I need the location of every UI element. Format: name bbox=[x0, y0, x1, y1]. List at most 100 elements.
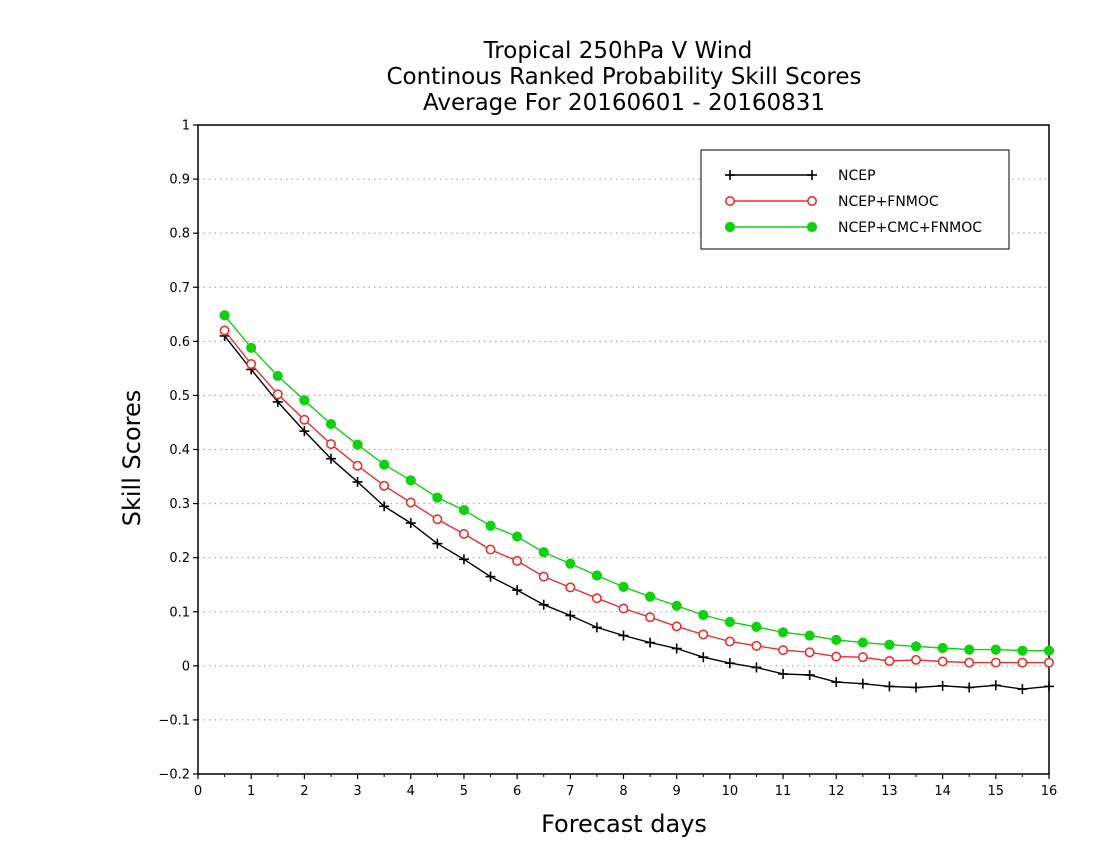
data-point-ncep bbox=[1017, 684, 1028, 695]
data-point-ncep bbox=[671, 643, 682, 654]
data-point-ncep bbox=[751, 662, 762, 673]
y-tick-label: 0.2 bbox=[169, 551, 190, 566]
data-point-ncep-cmc-fnmoc bbox=[831, 634, 842, 645]
data-point-ncep-fnmoc bbox=[272, 389, 283, 400]
title-line-1: Tropical 250hPa V Wind bbox=[483, 38, 753, 64]
data-point-ncep-cmc-fnmoc bbox=[352, 439, 363, 450]
x-axis-label: Forecast days bbox=[541, 810, 707, 838]
data-point-ncep bbox=[990, 680, 1001, 691]
x-tick-label: 12 bbox=[828, 784, 845, 799]
data-point-ncep bbox=[325, 453, 336, 464]
data-point-ncep-fnmoc bbox=[538, 571, 549, 582]
data-point-ncep-fnmoc bbox=[751, 640, 762, 651]
data-point-ncep bbox=[778, 668, 789, 679]
data-point-ncep-cmc-fnmoc bbox=[804, 630, 815, 641]
x-tick-label: 1 bbox=[247, 784, 255, 799]
legend-marker bbox=[724, 221, 736, 233]
x-tick-label: 13 bbox=[881, 784, 898, 799]
data-point-ncep-cmc-fnmoc bbox=[512, 531, 523, 542]
x-tick-label: 9 bbox=[673, 784, 681, 799]
legend-box bbox=[700, 149, 1010, 250]
series-line-ncep-cmc-fnmoc bbox=[224, 314, 1049, 652]
data-point-ncep-fnmoc bbox=[1017, 657, 1028, 668]
data-point-ncep-cmc-fnmoc bbox=[485, 520, 496, 531]
y-tick-label: 1 bbox=[182, 119, 190, 134]
data-point-ncep-fnmoc bbox=[911, 654, 922, 665]
data-point-ncep-fnmoc bbox=[884, 655, 895, 666]
legend-item-ncep-cmc-fnmoc: NCEP+CMC+FNMOC bbox=[724, 220, 982, 236]
chart-title: Tropical 250hPa V Wind Continous Ranked … bbox=[386, 38, 861, 116]
data-point-ncep-fnmoc bbox=[432, 514, 443, 525]
data-point-ncep-cmc-fnmoc bbox=[272, 370, 283, 382]
x-tick-label: 10 bbox=[722, 784, 739, 799]
data-point-ncep bbox=[884, 681, 895, 692]
x-tick-label: 11 bbox=[775, 784, 792, 799]
data-point-ncep-fnmoc bbox=[405, 497, 416, 508]
legend-marker bbox=[806, 196, 817, 207]
data-point-ncep-fnmoc bbox=[831, 651, 842, 662]
x-tick-label: 2 bbox=[300, 784, 308, 799]
data-point-ncep bbox=[538, 599, 549, 610]
title-line-3: Average For 20160601 - 20160831 bbox=[423, 90, 825, 116]
y-tick-label: 0.6 bbox=[169, 335, 190, 350]
data-point-ncep bbox=[937, 680, 948, 691]
legend-item-ncep: NCEP bbox=[725, 168, 876, 184]
data-point-ncep-cmc-fnmoc bbox=[857, 637, 868, 648]
data-point-ncep bbox=[911, 682, 922, 693]
data-point-ncep-fnmoc bbox=[618, 603, 629, 614]
data-point-ncep-cmc-fnmoc bbox=[751, 621, 762, 632]
data-point-ncep-cmc-fnmoc bbox=[432, 492, 443, 503]
data-point-ncep-cmc-fnmoc bbox=[618, 581, 629, 592]
y-tick-label: 0.5 bbox=[169, 389, 190, 404]
y-tick-label: 0.9 bbox=[169, 173, 190, 188]
data-point-ncep bbox=[485, 571, 496, 582]
data-point-ncep-cmc-fnmoc bbox=[937, 642, 948, 654]
legend-marker bbox=[807, 170, 817, 180]
legend: NCEP NCEP+FNMOC NCEP+CMC+FNMOC bbox=[700, 149, 1010, 250]
data-point-ncep-cmc-fnmoc bbox=[299, 395, 310, 406]
data-point-ncep-cmc-fnmoc bbox=[698, 609, 709, 621]
x-tick-label: 6 bbox=[513, 784, 521, 799]
legend-marker bbox=[806, 221, 818, 233]
data-point-ncep bbox=[857, 678, 868, 689]
data-point-ncep-fnmoc bbox=[778, 645, 789, 656]
data-point-ncep-cmc-fnmoc bbox=[724, 616, 735, 628]
data-point-ncep-fnmoc bbox=[1044, 657, 1055, 668]
data-point-ncep bbox=[591, 622, 602, 633]
x-tick-label: 0 bbox=[194, 784, 202, 799]
data-point-ncep bbox=[831, 677, 842, 688]
data-point-ncep-cmc-fnmoc bbox=[671, 600, 682, 611]
y-tick-label: −0.2 bbox=[158, 768, 190, 783]
data-point-ncep-cmc-fnmoc bbox=[538, 547, 549, 558]
data-point-ncep-fnmoc bbox=[964, 657, 975, 668]
data-point-ncep-fnmoc bbox=[219, 325, 230, 336]
data-point-ncep-cmc-fnmoc bbox=[379, 459, 390, 470]
data-point-ncep-fnmoc bbox=[804, 647, 815, 658]
legend-marker bbox=[725, 170, 735, 180]
series-line-ncep-fnmoc bbox=[224, 330, 1049, 664]
data-point-ncep-cmc-fnmoc bbox=[910, 641, 922, 652]
data-point-ncep bbox=[352, 476, 363, 487]
x-tick-label: 5 bbox=[460, 784, 468, 799]
data-point-ncep-fnmoc bbox=[565, 582, 576, 593]
data-point-ncep-fnmoc bbox=[857, 652, 868, 663]
title-line-2: Continous Ranked Probability Skill Score… bbox=[386, 64, 861, 90]
data-point-ncep-cmc-fnmoc bbox=[325, 418, 337, 430]
series-ncep-fnmoc bbox=[219, 325, 1055, 668]
x-tick-label: 8 bbox=[619, 784, 627, 799]
data-point-ncep-cmc-fnmoc bbox=[591, 570, 603, 581]
y-tick-label: 0.3 bbox=[169, 497, 190, 512]
data-point-ncep bbox=[618, 630, 629, 641]
data-point-ncep bbox=[698, 652, 709, 663]
data-point-ncep-cmc-fnmoc bbox=[1017, 645, 1028, 656]
data-point-ncep-fnmoc bbox=[379, 480, 390, 491]
data-point-ncep-fnmoc bbox=[352, 460, 363, 471]
data-point-ncep-fnmoc bbox=[645, 612, 656, 623]
data-point-ncep-cmc-fnmoc bbox=[644, 591, 656, 602]
data-point-ncep-cmc-fnmoc bbox=[219, 310, 230, 321]
data-point-ncep-cmc-fnmoc bbox=[1043, 645, 1055, 656]
data-point-ncep-cmc-fnmoc bbox=[246, 342, 257, 353]
legend-label: NCEP bbox=[838, 168, 876, 184]
x-tick-label: 15 bbox=[988, 784, 1005, 799]
y-tick-label: 0.7 bbox=[169, 281, 190, 296]
